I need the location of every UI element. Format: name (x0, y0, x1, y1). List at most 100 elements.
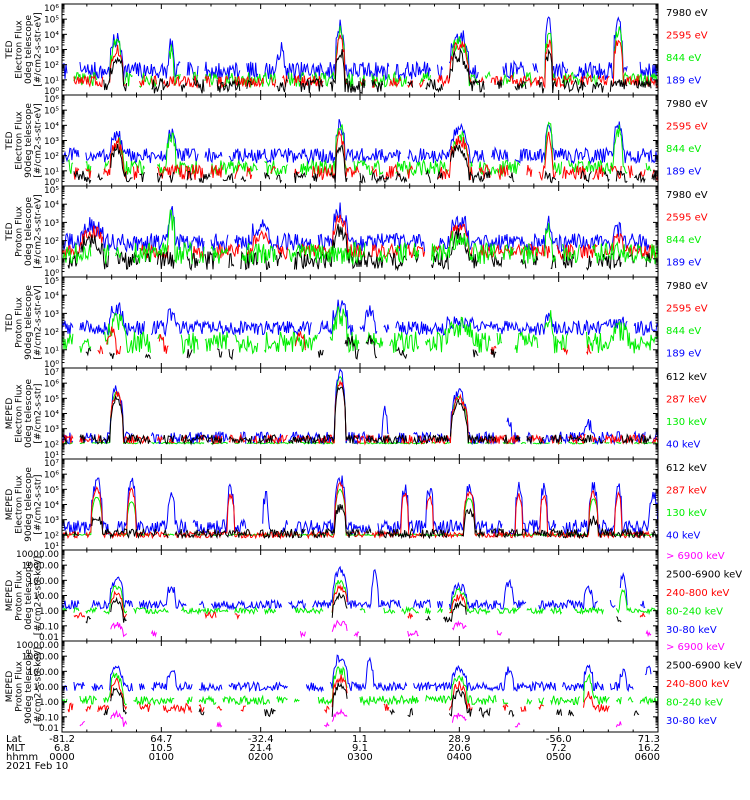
x-tick-mlt: 16.2 (638, 743, 660, 754)
legend-entry: 287 keV (666, 395, 707, 406)
y-tick-label: 10⁵ (44, 486, 59, 496)
y-tick-label: 10¹ (44, 451, 59, 461)
legend-entry: 2595 eV (666, 122, 708, 133)
y-tick-label: 10² (44, 328, 59, 338)
y-tick-label: 10³ (44, 310, 59, 320)
x-tick-time: 0100 (149, 752, 174, 763)
y-tick-label: 10¹ (44, 167, 59, 177)
series-black-line (85, 335, 497, 361)
panel-ylabel: [#/cm2-s-str-eV] (34, 12, 44, 87)
series-blue-line (62, 299, 658, 337)
series-blue-line (62, 654, 652, 693)
legend-entry: 844 eV (666, 235, 701, 246)
legend-entry: 287 keV (666, 486, 707, 497)
y-tick-label: 10³ (44, 137, 59, 147)
x-row-label-mlt: MLT (6, 743, 26, 754)
x-tick-mlt: 9.1 (352, 743, 368, 754)
y-tick-label: 10³ (44, 425, 59, 435)
y-tick-label: 10⁰ (44, 360, 59, 370)
panel-ylabel: Proton Flux (15, 297, 25, 348)
series-blue-line (62, 567, 658, 609)
y-tick-label: 10² (44, 152, 59, 162)
series-red-line (62, 379, 658, 446)
y-tick-label: 10¹ (44, 346, 59, 356)
legend-entry: 7980 eV (666, 99, 708, 110)
panel-frame (61, 367, 659, 460)
legend-entry: 189 eV (666, 349, 701, 360)
panel-ylabel: TED (5, 222, 15, 241)
legend-entry: 240-800 keV (666, 679, 730, 690)
y-tick-label: 10⁵ (44, 107, 59, 117)
legend-entry: 2595 eV (666, 31, 708, 42)
y-tick-label: 10⁶ (44, 471, 59, 481)
x-row-label-hhmm: hhmm (6, 752, 38, 763)
x-tick-mlt: 21.4 (250, 743, 272, 754)
panel-ylabel: 0deg telescope (24, 197, 34, 267)
panel-ylabel: 90deg telescope (24, 285, 34, 360)
panel-ylabel: MEPED (5, 671, 15, 703)
panel-frame (61, 276, 659, 369)
y-tick-label: 10¹ (44, 76, 59, 86)
y-tick-label: 10⁰ (44, 178, 59, 188)
x-tick-lat: -56.0 (546, 734, 572, 745)
legend-entry: 80-240 keV (666, 698, 723, 709)
series-black-line (73, 144, 658, 185)
series-black-line (103, 47, 652, 95)
x-tick-mlt: 10.5 (150, 743, 172, 754)
series-blue-line (62, 475, 658, 537)
y-tick-label: 10⁴ (44, 292, 59, 302)
legend-entry: 844 eV (666, 53, 701, 64)
y-tick-label: 10³ (44, 516, 59, 526)
legend-entry: 7980 eV (666, 8, 708, 19)
legend-entry: 2500-6900 keV (666, 570, 742, 581)
y-tick-label: 10⁷ (44, 368, 59, 378)
legend-entry: 240-800 keV (666, 588, 730, 599)
legend-entry: 612 keV (666, 372, 707, 383)
legend-entry: 2595 eV (666, 213, 708, 224)
legend-entry: 40 keV (666, 440, 700, 451)
panel-ylabel: Proton Flux (15, 661, 25, 712)
y-tick-label: 10⁵ (44, 277, 59, 287)
panel-frame (61, 549, 659, 642)
panel-ylabel: TED (5, 313, 15, 332)
x-tick-lat: 1.1 (352, 734, 368, 745)
series-black-line (86, 593, 658, 623)
legend-entry: 30-80 keV (666, 625, 717, 636)
legend-entry: 2595 eV (666, 304, 708, 315)
panel-ylabel: MEPED (5, 398, 15, 430)
x-tick-lat: 28.9 (448, 734, 470, 745)
panel-ylabel: [#/cm2-s-str-eV] (34, 194, 44, 269)
panel-8: 0.010.10 1.00 10.00 100.00 1000.00 10000.00 ME… (5, 640, 742, 734)
y-tick-label: 10¹ (44, 255, 59, 265)
y-tick-label: 10² (44, 61, 59, 71)
panel-ylabel: Electron Flux (15, 20, 25, 79)
legend-entry: 7980 eV (666, 190, 708, 201)
y-tick-label: 10⁶ (44, 95, 59, 105)
series-green-line (62, 375, 658, 445)
legend-entry: 844 eV (666, 326, 701, 337)
panel-ylabel: Proton Flux (15, 570, 25, 621)
y-tick-label: 10⁴ (44, 410, 59, 420)
panel-ylabel: TED (5, 40, 15, 59)
panel-frame (61, 94, 659, 187)
legend-entry: 30-80 keV (666, 716, 717, 727)
y-tick-label: 10² (44, 237, 59, 247)
x-tick-time: 0500 (546, 752, 571, 763)
y-tick-label: 0.01 (39, 724, 59, 734)
x-tick-time: 0600 (635, 752, 660, 763)
series-magenta-line (110, 619, 652, 639)
y-tick-label: 1000.00 (22, 653, 59, 663)
panel-ylabel: [#/cm2-s-str-eV] (34, 285, 44, 360)
y-tick-label: 10000.00 (16, 550, 59, 560)
y-tick-label: 10.00 (33, 683, 59, 693)
series-blue-line (62, 119, 658, 166)
panel-ylabel: 90deg telescope (24, 467, 34, 542)
panel-ylabel: 0deg telescope (24, 15, 34, 85)
y-tick-label: 10⁵ (44, 16, 59, 26)
series-green-line (73, 25, 658, 89)
y-tick-label: 0.10 (39, 713, 59, 723)
series-black-line (103, 682, 640, 719)
